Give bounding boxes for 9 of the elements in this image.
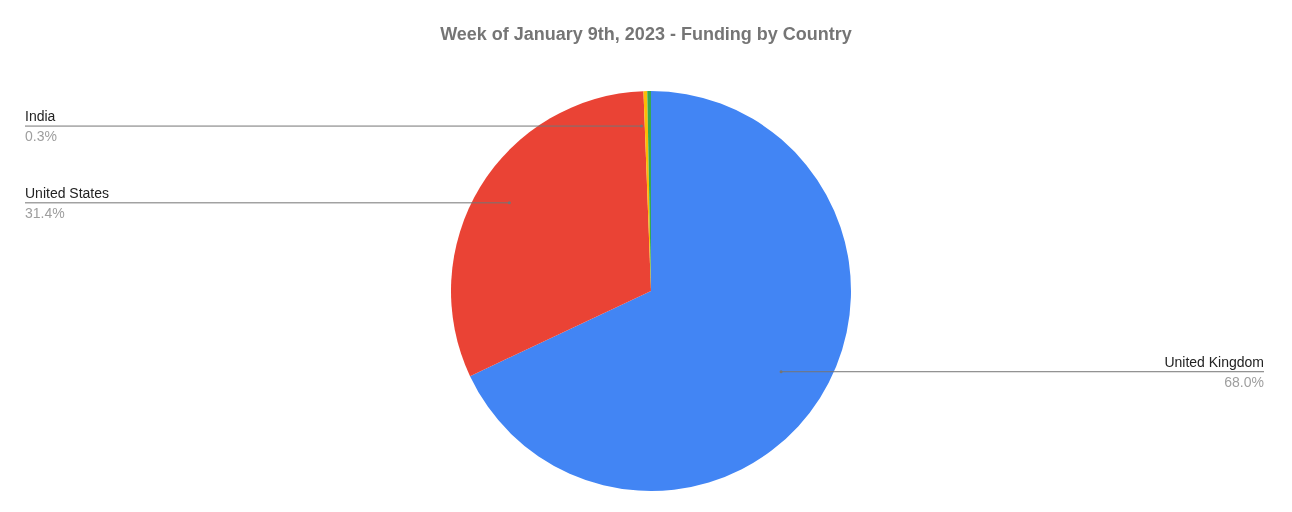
pie-slice (470, 91, 851, 491)
data-label: 68.0% (1224, 373, 1264, 390)
pie-slice (451, 91, 651, 377)
slice-label: India (25, 108, 56, 125)
data-label: 0.3% (25, 128, 57, 145)
slice-label: United States (25, 184, 110, 201)
slice-label: United Kingdom (1164, 353, 1264, 370)
data-label: 31.4% (25, 204, 65, 221)
chart-title: Week of January 9th, 2023 - Funding by Country (439, 24, 853, 45)
